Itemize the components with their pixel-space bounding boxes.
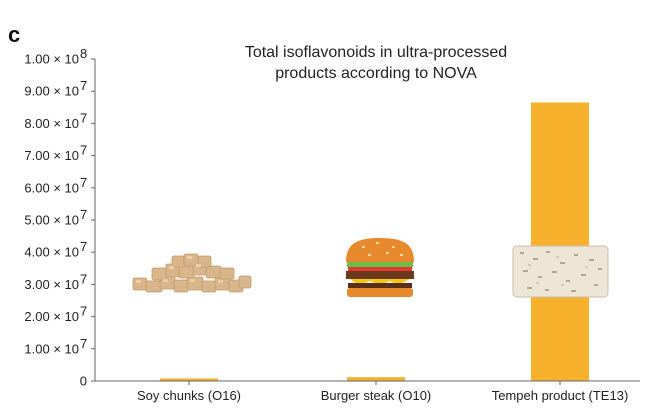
y-tick-exponent: 7 — [80, 78, 87, 93]
bar-1 — [160, 378, 218, 381]
y-tick-exponent: 7 — [80, 271, 87, 286]
chart-title-line-1: Total isoflavonoids in ultra-processed — [245, 44, 507, 61]
y-tick-label: 1.00 × 10 — [24, 341, 79, 356]
chart-title: Total isoflavonoids in ultra-processed p… — [245, 44, 507, 82]
bar-3 — [531, 102, 589, 381]
y-tick-label: 4.00 × 10 — [24, 245, 79, 260]
y-tick-exponent: 8 — [80, 46, 87, 61]
x-category-label: Burger steak (O10) — [321, 388, 432, 403]
bar-2 — [347, 377, 405, 381]
x-axis: Soy chunks (O16) Burger steak (O10) Tempeh… — [95, 380, 640, 403]
y-tick-label: 1.00 × 10 — [24, 52, 79, 67]
y-tick-label: 7.00 × 10 — [24, 148, 79, 163]
y-tick-exponent: 7 — [80, 336, 87, 351]
y-tick-label: 5.00 × 10 — [24, 213, 79, 228]
y-tick-exponent: 7 — [80, 304, 87, 319]
soy-chunks-illustration — [132, 253, 252, 293]
y-tick-label: 6.00 × 10 — [24, 180, 79, 195]
y-tick-label: 2.00 × 10 — [24, 309, 79, 324]
y-tick-exponent: 7 — [80, 143, 87, 158]
chart-title-line-2: products according to NOVA — [275, 65, 477, 82]
y-tick-exponent: 7 — [80, 110, 87, 125]
y-tick-exponent: 7 — [80, 239, 87, 254]
panel-label: c — [8, 22, 21, 47]
y-axis: 01.00 × 10 72.00 × 10 73.00 × 10 74.00 × 10… — [24, 46, 96, 389]
y-tick-label: 9.00 × 10 — [24, 84, 79, 99]
y-tick-label: 8.00 × 10 — [24, 116, 79, 131]
tempeh-block-illustration — [512, 245, 609, 298]
y-tick-exponent: 7 — [80, 175, 87, 190]
y-tick-label: 0 — [80, 374, 87, 389]
burger-illustration — [346, 238, 414, 297]
y-tick-exponent: 7 — [80, 207, 87, 222]
y-tick-label: 3.00 × 10 — [24, 277, 79, 292]
bars — [160, 102, 589, 381]
x-category-label: Tempeh product (TE13) — [492, 388, 629, 403]
x-category-label: Soy chunks (O16) — [137, 388, 241, 403]
